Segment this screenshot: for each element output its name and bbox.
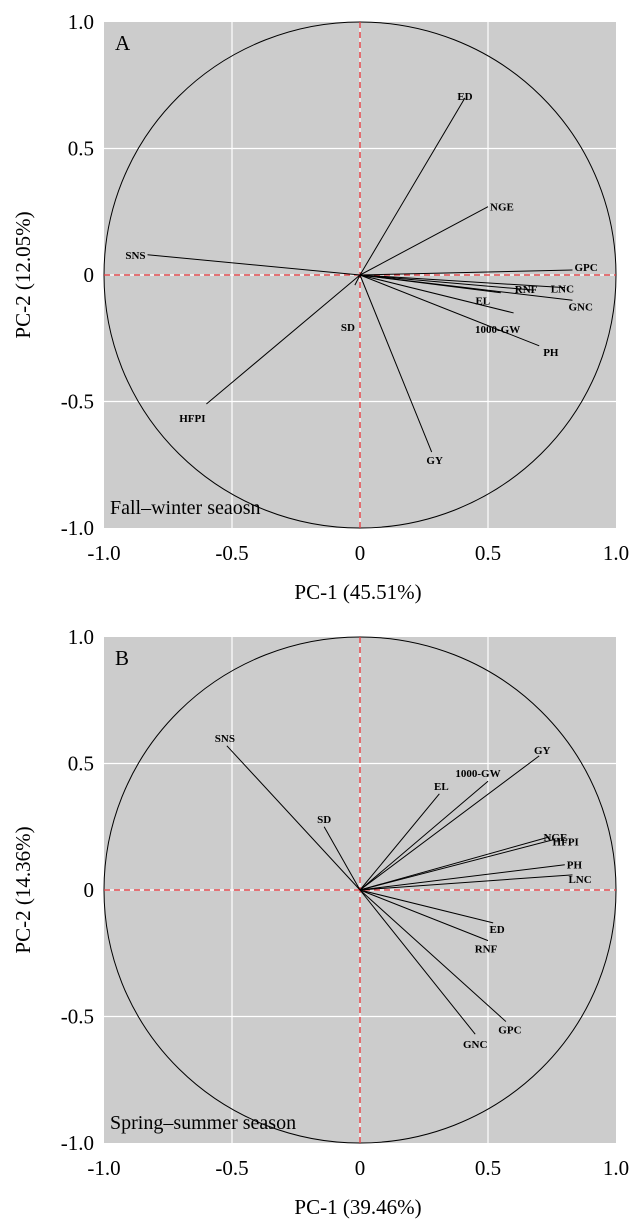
loading-vector-sns <box>147 254 361 276</box>
vector-label-nge: NGE <box>490 202 514 214</box>
y-tick-label: 0 <box>84 263 95 287</box>
x-tick-label: 0 <box>355 1156 366 1180</box>
loading-vector-el <box>359 793 440 891</box>
loading-vector-sd <box>354 274 361 286</box>
y-axis-title: PC-2 (14.36%) <box>11 826 35 953</box>
x-tick-label: -1.0 <box>87 541 120 565</box>
x-tick-label: 0 <box>355 541 366 565</box>
season-label: Spring–summer season <box>110 1112 296 1134</box>
x-axis-title: PC-1 (45.51%) <box>294 580 421 604</box>
loading-vector-ed <box>359 889 494 924</box>
vector-label-gy: GY <box>426 455 443 467</box>
vector-label-rnf: RNF <box>475 944 498 956</box>
x-axis-title: PC-1 (39.46%) <box>294 1195 421 1219</box>
vector-label-ph: PH <box>567 860 583 872</box>
loading-vector-gpc <box>359 269 573 276</box>
panel-label: B <box>115 646 129 670</box>
vector-label-sd: SD <box>341 322 355 334</box>
vector-label-lnc: LNC <box>551 284 574 296</box>
vector-label-gnc: GNC <box>463 1039 488 1051</box>
vector-label-gy: GY <box>534 745 551 757</box>
vector-label-el: EL <box>434 781 449 793</box>
loading-vector-rnf <box>359 274 535 291</box>
chart-panel-B: -1.0 -0.5 0 0.5 1.0 1.0 0.5 0 -0.5 -1.0 PC-1 (39.4… <box>11 625 629 1219</box>
x-tick-label: 0.5 <box>475 1156 501 1180</box>
y-tick-label: 0 <box>84 878 95 902</box>
loading-vector-gpc <box>359 889 507 1022</box>
y-tick-label: -0.5 <box>61 1005 94 1029</box>
x-tick-label: -0.5 <box>215 1156 248 1180</box>
vector-label-lnc: LNC <box>568 874 591 886</box>
loading-vector-hfpi <box>206 274 361 405</box>
x-tick-label: -1.0 <box>87 1156 120 1180</box>
vector-label-1000-gw: 1000-GW <box>455 768 500 780</box>
loading-vector-sns <box>226 745 361 891</box>
loading-vector-gy <box>359 274 433 453</box>
loading-vector-gy <box>359 755 540 891</box>
vector-label-gnc: GNC <box>568 301 593 313</box>
loading-vector-rnf <box>359 889 489 942</box>
x-tick-label: 0.5 <box>475 541 501 565</box>
y-tick-label: 1.0 <box>68 10 94 34</box>
y-tick-label: 0.5 <box>68 137 94 161</box>
y-tick-label: 1.0 <box>68 625 94 649</box>
season-label: Fall–winter seaosn <box>110 497 261 519</box>
loading-vector-el <box>359 274 501 294</box>
x-tick-label: -0.5 <box>215 541 248 565</box>
y-tick-label: -1.0 <box>61 516 94 540</box>
y-tick-label: -1.0 <box>61 1131 94 1155</box>
x-tick-label: 1.0 <box>603 1156 629 1180</box>
vector-label-gpc: GPC <box>498 1025 521 1037</box>
loading-vector-lnc <box>359 874 573 891</box>
vector-label-1000-gw: 1000-GW <box>475 324 520 336</box>
loading-vector-ph <box>359 274 540 347</box>
y-tick-label: -0.5 <box>61 390 94 414</box>
loading-vector-nge <box>359 206 489 276</box>
vector-label-sns: SNS <box>125 250 145 262</box>
loading-vector-sd <box>323 826 361 891</box>
loading-vector-lnc <box>359 274 565 289</box>
x-tick-label: 1.0 <box>603 541 629 565</box>
y-tick-label: 0.5 <box>68 752 94 776</box>
vector-label-ph: PH <box>543 347 559 359</box>
vector-label-gpc: GPC <box>574 262 597 274</box>
vector-label-sd: SD <box>317 814 331 826</box>
loading-vector-1000-gw <box>359 780 489 891</box>
panel-label: A <box>115 31 131 55</box>
vector-label-sns: SNS <box>215 733 235 745</box>
loading-vector-gnc <box>359 889 476 1035</box>
vector-label-rnf: RNF <box>515 284 538 296</box>
vector-label-el: EL <box>475 296 490 308</box>
loading-vector-ph <box>359 864 565 891</box>
loading-vector-1000-gw <box>359 274 514 314</box>
vector-label-ed: ED <box>489 924 504 936</box>
vector-label-hfpi: HFPI <box>179 413 205 425</box>
y-axis-title: PC-2 (12.05%) <box>11 211 35 338</box>
vector-label-hfpi: HFPI <box>553 836 579 848</box>
loading-vector-ed <box>359 97 466 276</box>
loading-vector-hfpi <box>359 838 555 891</box>
chart-panel-A: -1.0 -0.5 0 0.5 1.0 1.0 0.5 0 -0.5 -1.0 PC-1 (45.5… <box>11 10 629 604</box>
vector-label-ed: ED <box>457 91 472 103</box>
loading-vector-nge <box>359 836 550 891</box>
